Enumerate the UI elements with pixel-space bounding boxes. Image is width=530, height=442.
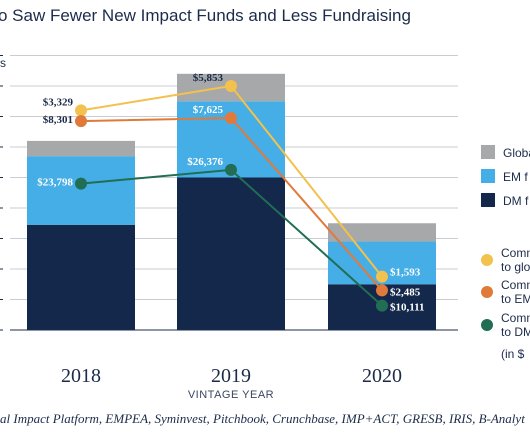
data-label: $5,853 [193, 72, 224, 84]
x-axis-title: VINTAGE YEAR [188, 389, 274, 401]
chart-title: o Saw Fewer New Impact Funds and Less Fu… [0, 6, 411, 25]
legend-marker [481, 286, 493, 298]
data-label: $3,329 [43, 96, 74, 108]
legend-label: to glo [501, 260, 530, 274]
data-label: $8,301 [43, 114, 73, 126]
line-point [376, 299, 388, 312]
line-point [75, 115, 87, 128]
bar-global-funds [328, 223, 436, 242]
line-point [376, 270, 388, 283]
legend-label: to DM [501, 325, 530, 339]
data-label: $26,376 [187, 156, 223, 168]
legend-label: EM f [503, 170, 528, 184]
legend-label: to EM [501, 292, 530, 306]
legend-label: Comm [501, 278, 530, 292]
legend-label: Globa [503, 146, 530, 160]
line-point [225, 112, 237, 125]
legend-label: DM f [503, 194, 529, 208]
line-point [225, 163, 237, 176]
bar-global-funds [27, 140, 135, 157]
data-label: $1,593 [390, 267, 421, 279]
line-point [376, 284, 388, 297]
line-point [75, 177, 87, 190]
line-point [75, 104, 87, 117]
x-tick-label: 2020 [362, 365, 402, 387]
bar-dm-funds [27, 224, 135, 330]
data-label: $23,798 [37, 177, 73, 189]
x-tick-label: 2019 [211, 365, 251, 387]
legend-note: (in $ [501, 347, 525, 361]
legend-label: Comm [501, 311, 530, 325]
legend-marker [481, 254, 493, 266]
bar-em-funds [27, 156, 135, 225]
line-point [225, 80, 237, 92]
x-tick-label: 2018 [61, 365, 101, 387]
legend-marker [481, 319, 493, 331]
data-label: $10,111 [390, 302, 425, 314]
data-label: $7,625 [193, 104, 224, 116]
legend-swatch [481, 193, 495, 207]
legend-label: Comm [501, 246, 530, 260]
bar-dm-funds [177, 177, 285, 330]
legend-swatch [481, 169, 495, 183]
source-note: al Impact Platform, EMPEA, Syminvest, Pi… [0, 411, 525, 426]
legend-swatch [481, 145, 495, 159]
data-label: $2,485 [390, 286, 421, 298]
y-axis-label: s [0, 56, 6, 70]
